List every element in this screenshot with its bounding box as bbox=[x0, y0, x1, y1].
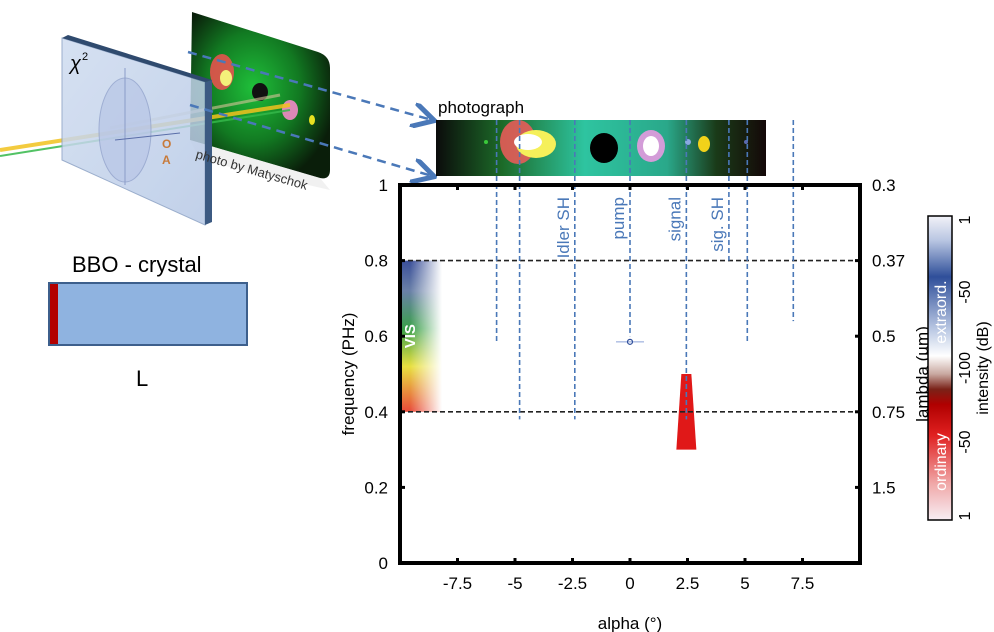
colorbar-tick-label: -50 bbox=[957, 280, 974, 303]
beam-label: sig. SH bbox=[708, 197, 727, 252]
vis-band-fade bbox=[410, 260, 442, 412]
photograph-label: photograph bbox=[438, 98, 525, 117]
y2-tick-label: 0.37 bbox=[872, 252, 905, 271]
x-tick-label: 0 bbox=[625, 574, 634, 593]
chi-symbol: χ bbox=[68, 53, 82, 75]
colorbar-bottom-label: ordinary bbox=[933, 433, 950, 491]
crystal-entrance-face bbox=[50, 284, 58, 344]
y2-tick-label: 0.5 bbox=[872, 327, 896, 346]
beam-label: signal bbox=[665, 197, 684, 241]
colorbar-tick-label: 1 bbox=[957, 511, 974, 520]
y-tick-label: 0.6 bbox=[364, 327, 388, 346]
chi-superscript: 2 bbox=[82, 51, 88, 63]
frequency-alpha-chart: VIS Idler SH pump signal sig. SH -7.5 -5 -2.5… bbox=[339, 120, 932, 632]
y2-tick-label: 1.5 bbox=[872, 478, 896, 497]
colorbar-tick-label: -100 bbox=[957, 352, 974, 384]
colorbar-gradient bbox=[927, 215, 953, 521]
photograph-strip bbox=[436, 120, 766, 176]
y2-tick-label: 0.75 bbox=[872, 403, 905, 422]
axis-o-label: O bbox=[162, 137, 171, 151]
y-tick-label: 0.2 bbox=[364, 478, 388, 497]
crystal-illustration: χ 2 O A photo by Matyschok bbox=[0, 12, 330, 226]
y-axis-label: frequency (PHz) bbox=[339, 313, 358, 436]
colorbar-top-label: extraord. bbox=[933, 280, 950, 343]
colorbar-axis-label: intensity (dB) bbox=[975, 321, 992, 414]
x-axis-label: alpha (°) bbox=[598, 614, 662, 632]
crystal-plate bbox=[61, 35, 212, 226]
x-tick-label: -2.5 bbox=[558, 574, 587, 593]
beam-label: pump bbox=[609, 197, 628, 240]
colorbar-tick-label: 1 bbox=[957, 215, 974, 224]
crystal-box bbox=[48, 282, 248, 346]
x-tick-label: -7.5 bbox=[443, 574, 472, 593]
x-tick-label: -5 bbox=[507, 574, 522, 593]
pump-point bbox=[626, 338, 634, 345]
colorbar: extraord. ordinary 1 -50 -100 -50 1 intensit… bbox=[927, 215, 992, 521]
y-tick-label: 0 bbox=[379, 554, 388, 573]
colorbar-tick-label: -50 bbox=[957, 430, 974, 453]
axis-a-label: A bbox=[162, 153, 171, 167]
y-tick-label: 0.4 bbox=[364, 403, 388, 422]
y2-tick-label: 0.3 bbox=[872, 176, 896, 195]
x-tick-label: 7.5 bbox=[791, 574, 815, 593]
y-tick-label: 0.8 bbox=[364, 252, 388, 271]
vis-band-label: VIS bbox=[402, 324, 419, 348]
beam-label: Idler SH bbox=[554, 197, 573, 258]
y-tick-label: 1 bbox=[379, 176, 388, 195]
x-tick-label: 5 bbox=[740, 574, 749, 593]
x-tick-label: 2.5 bbox=[676, 574, 700, 593]
crystal-length-label: L bbox=[136, 366, 149, 391]
crystal-title: BBO - crystal bbox=[72, 252, 202, 277]
